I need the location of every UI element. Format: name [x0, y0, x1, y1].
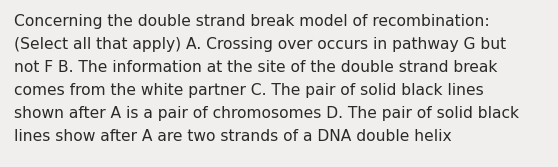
Text: not F B. The information at the site of the double strand break: not F B. The information at the site of … [14, 60, 497, 75]
Text: shown after A is a pair of chromosomes D. The pair of solid black: shown after A is a pair of chromosomes D… [14, 106, 519, 121]
Text: (Select all that apply) A. Crossing over occurs in pathway G but: (Select all that apply) A. Crossing over… [14, 37, 506, 52]
Text: lines show after A are two strands of a DNA double helix: lines show after A are two strands of a … [14, 129, 451, 144]
Text: comes from the white partner C. The pair of solid black lines: comes from the white partner C. The pair… [14, 83, 484, 98]
Text: Concerning the double strand break model of recombination:: Concerning the double strand break model… [14, 14, 489, 29]
